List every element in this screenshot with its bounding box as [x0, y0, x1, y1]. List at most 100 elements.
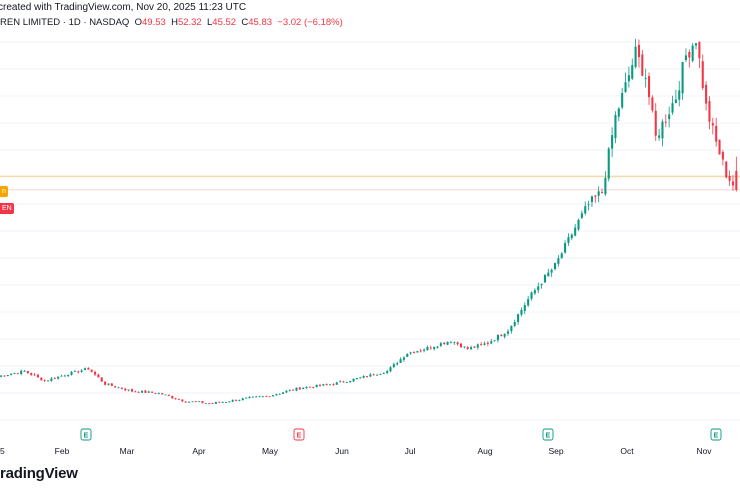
candle-body: [473, 346, 476, 348]
candle-body: [678, 90, 681, 100]
candle-body: [560, 253, 563, 259]
candle-body: [527, 299, 530, 306]
candle-body: [60, 375, 63, 377]
candle-body: [6, 374, 9, 377]
candle-body: [151, 391, 154, 393]
candle-body: [147, 391, 150, 393]
symbol-text: REN LIMITED · 1D · NASDAQ: [0, 17, 130, 28]
candle-body: [30, 372, 33, 375]
candle-body: [359, 377, 362, 379]
change-value: −3.02 (−6.18%): [277, 17, 343, 28]
candle-body: [130, 389, 134, 392]
candle-body: [513, 322, 516, 326]
candle-body: [584, 206, 587, 214]
candle-body: [127, 389, 130, 391]
candle-body: [110, 383, 113, 386]
candle-body: [308, 386, 311, 388]
candle-body: [647, 76, 651, 98]
candle-body: [325, 384, 328, 385]
candle-body: [285, 390, 288, 393]
candle-body: [701, 61, 704, 88]
candle-body: [90, 369, 93, 372]
candle-body: [174, 398, 177, 400]
candle-body: [637, 44, 640, 58]
candle-body: [258, 396, 261, 398]
candle-body: [493, 340, 496, 342]
candle-body: [510, 325, 513, 332]
candle-body: [379, 373, 382, 375]
candle-body: [658, 135, 661, 138]
candle-body: [255, 396, 258, 398]
candle-body: [617, 108, 620, 117]
candle-body: [362, 376, 365, 378]
candle-body: [271, 395, 275, 397]
candle-body: [23, 370, 26, 372]
candle-body: [735, 170, 738, 190]
candle-body: [627, 75, 630, 82]
close-value: 45.83: [248, 17, 273, 28]
candle-body: [728, 175, 731, 181]
candle-body: [530, 292, 533, 299]
candle-body: [36, 374, 40, 378]
candle-body: [506, 331, 510, 334]
candle-body: [426, 347, 429, 351]
candle-body: [318, 384, 322, 386]
candle-body: [436, 346, 439, 348]
candle-body: [355, 378, 358, 379]
candle-body: [26, 371, 29, 373]
candle-body: [231, 399, 234, 402]
candle-body: [13, 373, 16, 374]
candle-body: [221, 402, 224, 403]
candle-body: [315, 384, 318, 388]
candle-body: [211, 403, 214, 405]
candle-body: [496, 334, 499, 341]
candle-body: [97, 374, 100, 378]
candle-body: [10, 373, 13, 375]
candle-body: [429, 347, 432, 349]
candle-body: [382, 373, 385, 374]
candle-body: [537, 286, 540, 291]
candle-body: [476, 344, 479, 348]
candle-body: [201, 401, 204, 404]
candle-body: [550, 269, 553, 273]
candle-body: [184, 401, 187, 403]
candle-body: [671, 103, 674, 113]
candle-body: [365, 376, 369, 377]
candle-body: [698, 41, 701, 59]
candle-body: [523, 305, 526, 311]
candle-body: [208, 403, 211, 404]
candle-body: [164, 394, 167, 396]
candle-body: [342, 381, 345, 383]
candle-body: [547, 272, 550, 277]
candle-body: [634, 46, 637, 67]
candle-body: [73, 370, 76, 372]
candle-body: [53, 378, 56, 379]
candle-body: [570, 234, 573, 239]
candle-body: [674, 99, 677, 104]
candle-body: [446, 341, 449, 345]
current-price-tag: EN: [0, 203, 14, 214]
candle-body: [486, 342, 489, 344]
candle-body: [443, 342, 446, 345]
tradingview-logo: radingView: [0, 465, 78, 482]
candle-body: [161, 393, 164, 395]
candle-body: [453, 342, 456, 343]
candle-body: [322, 384, 325, 386]
candle-body: [181, 399, 184, 402]
candle-body: [238, 399, 241, 401]
candle-body: [278, 393, 281, 395]
candle-body: [389, 367, 392, 372]
x-tick-label: Aug: [477, 446, 492, 456]
candle-body: [466, 347, 469, 350]
candle-body: [228, 401, 231, 403]
candle-body: [114, 386, 117, 388]
x-tick-label: May: [262, 446, 279, 456]
candle-body: [50, 378, 53, 381]
candle-body: [416, 351, 419, 353]
earnings-marker: [80, 428, 92, 441]
low-label: L: [207, 17, 213, 28]
candle-body: [312, 387, 315, 388]
candle-body: [345, 382, 348, 383]
candle-body: [77, 371, 80, 373]
